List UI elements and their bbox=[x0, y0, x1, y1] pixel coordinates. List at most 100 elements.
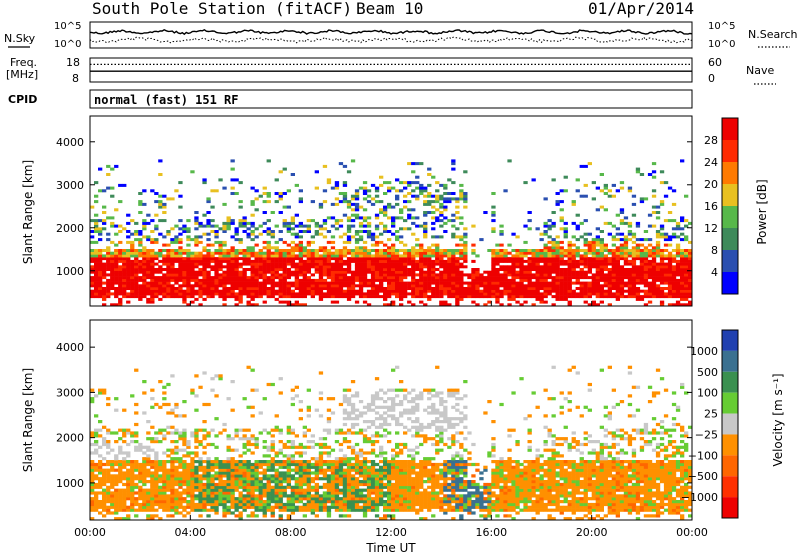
heatmap-cell bbox=[563, 273, 568, 277]
heatmap-cell bbox=[463, 197, 468, 201]
heatmap-cell bbox=[306, 494, 311, 498]
heatmap-cell bbox=[134, 462, 139, 467]
heatmap-cell bbox=[354, 240, 360, 244]
heatmap-cell bbox=[298, 249, 303, 252]
heatmap-cell bbox=[146, 457, 151, 461]
heatmap-cell bbox=[98, 482, 103, 487]
heatmap-cell bbox=[643, 295, 649, 299]
heatmap-cell bbox=[583, 276, 588, 280]
heatmap-cell bbox=[106, 397, 111, 401]
heatmap-cell bbox=[150, 262, 155, 266]
heatmap-cell bbox=[186, 440, 191, 444]
heatmap-cell bbox=[599, 189, 604, 193]
heatmap-cell bbox=[174, 273, 179, 277]
heatmap-cell bbox=[314, 292, 319, 296]
heatmap-cell bbox=[182, 289, 187, 293]
heatmap-cell bbox=[326, 287, 332, 290]
heatmap-cell bbox=[230, 270, 235, 274]
heatmap-cell bbox=[118, 265, 123, 269]
heatmap-cell bbox=[423, 194, 428, 198]
heatmap-cell bbox=[447, 265, 452, 269]
heatmap-cell bbox=[383, 287, 388, 290]
heatmap-cell bbox=[282, 268, 287, 271]
heatmap-cell bbox=[611, 254, 616, 258]
heatmap-cell bbox=[671, 265, 677, 269]
heatmap-cell bbox=[555, 243, 560, 247]
heatmap-cell bbox=[531, 249, 536, 252]
heatmap-cell bbox=[298, 505, 303, 509]
heatmap-cell bbox=[218, 295, 223, 299]
heatmap-cell bbox=[519, 259, 524, 263]
heatmap-cell bbox=[306, 292, 311, 296]
heatmap-cell bbox=[138, 230, 143, 233]
heatmap-cell bbox=[326, 491, 332, 495]
heatmap-cell bbox=[218, 431, 223, 435]
heatmap-cell bbox=[266, 445, 271, 449]
heatmap-cell bbox=[198, 235, 203, 239]
heatmap-cell bbox=[395, 268, 400, 271]
heatmap-cell bbox=[318, 268, 324, 271]
heatmap-cell bbox=[114, 482, 119, 487]
heatmap-cell bbox=[222, 257, 227, 261]
heatmap-cell bbox=[443, 287, 448, 290]
heatmap-cell bbox=[455, 200, 460, 204]
heatmap-cell bbox=[475, 254, 480, 258]
heatmap-cell bbox=[346, 219, 352, 223]
heatmap-cell bbox=[415, 287, 420, 290]
heatmap-cell bbox=[403, 186, 408, 190]
heatmap-cell bbox=[358, 205, 364, 209]
heatmap-cell bbox=[675, 251, 681, 255]
heatmap-cell bbox=[286, 268, 291, 271]
heatmap-cell bbox=[483, 284, 488, 288]
heatmap-cell bbox=[587, 251, 592, 255]
heatmap-cell bbox=[234, 268, 239, 271]
heatmap-cell bbox=[680, 251, 685, 255]
heatmap-cell bbox=[302, 497, 307, 501]
heatmap-cell bbox=[451, 265, 456, 269]
heatmap-cell bbox=[591, 287, 596, 290]
heatmap-cell bbox=[427, 262, 432, 266]
heatmap-cell bbox=[274, 268, 279, 271]
heatmap-cell bbox=[174, 451, 179, 455]
heatmap-cell bbox=[595, 257, 600, 261]
heatmap-cell bbox=[266, 227, 271, 231]
heatmap-cell bbox=[366, 270, 372, 274]
heatmap-cell bbox=[334, 276, 340, 280]
heatmap-cell bbox=[370, 257, 376, 261]
heatmap-cell bbox=[459, 289, 464, 293]
heatmap-cell bbox=[142, 257, 147, 261]
heatmap-cell bbox=[471, 268, 476, 271]
heatmap-cell bbox=[684, 235, 689, 239]
heatmap-cell bbox=[531, 284, 536, 288]
heatmap-cell bbox=[102, 482, 107, 487]
heatmap-cell bbox=[459, 281, 464, 285]
heatmap-cell bbox=[290, 502, 295, 507]
heatmap-cell bbox=[230, 468, 235, 472]
heatmap-cell bbox=[278, 262, 283, 266]
heatmap-cell bbox=[439, 259, 444, 263]
heatmap-cell bbox=[507, 292, 512, 296]
heatmap-cell bbox=[603, 243, 608, 247]
nave-label: Nave bbox=[746, 64, 774, 77]
heatmap-cell bbox=[330, 460, 336, 464]
heatmap-cell bbox=[563, 232, 568, 236]
heatmap-cell bbox=[90, 434, 95, 438]
heatmap-cell bbox=[182, 230, 187, 233]
heatmap-cell bbox=[250, 297, 255, 301]
heatmap-cell bbox=[186, 485, 191, 489]
heatmap-cell bbox=[419, 246, 424, 250]
heatmap-cell bbox=[118, 451, 123, 455]
heatmap-cell bbox=[126, 257, 131, 261]
heatmap-cell bbox=[198, 502, 203, 507]
heatmap-cell bbox=[106, 494, 111, 498]
heatmap-cell bbox=[106, 273, 111, 277]
heatmap-cell bbox=[214, 471, 219, 475]
heatmap-cell bbox=[475, 281, 480, 285]
heatmap-cell bbox=[162, 211, 167, 214]
heatmap-cell bbox=[463, 240, 468, 244]
heatmap-cell bbox=[623, 295, 629, 299]
heatmap-cell bbox=[150, 425, 155, 429]
heatmap-cell bbox=[290, 491, 295, 495]
heatmap-cell bbox=[286, 428, 291, 432]
heatmap-cell bbox=[643, 276, 649, 280]
